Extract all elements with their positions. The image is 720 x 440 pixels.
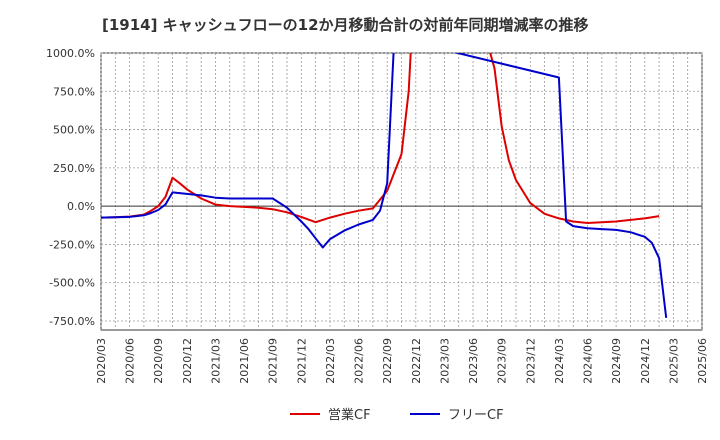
y-tick-label: 750.0%	[53, 85, 95, 98]
legend-layer: 営業CF フリーCF	[290, 407, 504, 423]
x-tick-label: 2024/09	[610, 338, 623, 384]
x-tick-label: 2021/06	[238, 338, 251, 384]
y-tick-label: 500.0%	[53, 124, 95, 137]
y-tick-label: -750.0%	[49, 315, 95, 328]
x-tick-label: 2021/12	[295, 338, 308, 384]
x-tick-label: 2020/06	[124, 338, 137, 384]
grid-layer	[100, 52, 703, 331]
y-tick-label: 1000.0%	[46, 47, 95, 60]
x-tick-label: 2020/12	[181, 338, 194, 384]
x-tick-label: 2023/03	[438, 338, 451, 384]
chart-title: [1914] キャッシュフローの12か月移動合計の対前年同期増減率の推移	[102, 16, 589, 34]
x-tick-label: 2023/06	[467, 338, 480, 384]
x-tick-label: 2025/03	[667, 338, 680, 384]
x-tick-label: 2025/06	[696, 338, 709, 384]
y-tick-label: -250.0%	[49, 238, 95, 251]
series-line-free-cf	[101, 53, 668, 319]
x-tick-label: 2020/03	[95, 338, 108, 384]
x-tick-label: 2023/12	[524, 338, 537, 384]
axis-layer: 1000.0% 750.0% 500.0% 250.0% 0.0% -250.0% -500…	[46, 47, 709, 384]
series-line-operating-cf	[101, 53, 660, 224]
y-tick-label: -500.0%	[49, 277, 95, 290]
x-tick-label: 2022/09	[381, 338, 394, 384]
x-tick-label: 2022/12	[410, 338, 423, 384]
x-tick-label: 2021/03	[209, 338, 222, 384]
legend-label: フリーCF	[448, 408, 504, 423]
x-tick-label: 2020/09	[152, 338, 165, 384]
x-tick-label: 2024/06	[582, 338, 595, 384]
x-tick-label: 2024/12	[639, 338, 652, 384]
x-tick-label: 2021/09	[267, 338, 280, 384]
y-tick-label: 0.0%	[67, 200, 95, 213]
x-tick-label: 2024/03	[553, 338, 566, 384]
y-tick-label: 250.0%	[53, 162, 95, 175]
series-layer	[101, 53, 668, 319]
x-tick-label: 2022/06	[353, 338, 366, 384]
x-tick-label: 2022/03	[324, 338, 337, 384]
plot-area	[100, 52, 703, 331]
x-tick-label: 2023/09	[496, 338, 509, 384]
legend-label: 営業CF	[328, 407, 371, 423]
